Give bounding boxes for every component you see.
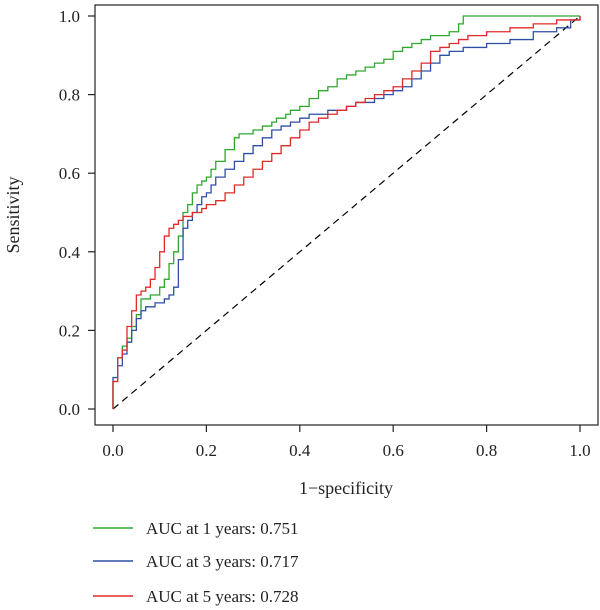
y-tick-label: 0.0 [59,400,80,419]
legend-label-3: AUC at 5 years: 0.728 [146,587,299,606]
x-tick-label: 1.0 [569,441,590,460]
reference-diagonal-line [112,15,581,410]
y-tick-label: 0.8 [59,86,80,105]
series-line-3 [112,16,581,409]
plot-frame [94,4,599,426]
x-axis-label: 1−specificity [299,478,393,498]
x-tick-label: 0.4 [289,441,311,460]
x-tick-label: 0.6 [383,441,404,460]
y-tick-label: 0.6 [59,164,80,183]
series-line-1 [112,15,580,409]
y-tick-label: 0.2 [59,321,80,340]
x-tick-label: 0.8 [476,441,497,460]
y-axis-label: Sensitivity [3,176,23,253]
legend-label-2: AUC at 3 years: 0.717 [146,552,299,571]
x-axis: 0.0 0.2 0.4 0.6 0.8 1.0 [102,425,591,460]
x-tick-label: 0.0 [102,441,123,460]
series-layer [112,15,581,409]
y-axis: 0.0 0.2 0.4 0.6 0.8 1.0 [59,7,95,419]
series-line-2 [112,16,581,409]
y-tick-label: 0.4 [59,243,81,262]
y-tick-label: 1.0 [59,7,80,26]
legend: AUC at 1 years: 0.751 AUC at 3 years: 0.7… [93,519,299,606]
x-tick-label: 0.2 [196,441,217,460]
legend-label-1: AUC at 1 years: 0.751 [146,519,299,538]
